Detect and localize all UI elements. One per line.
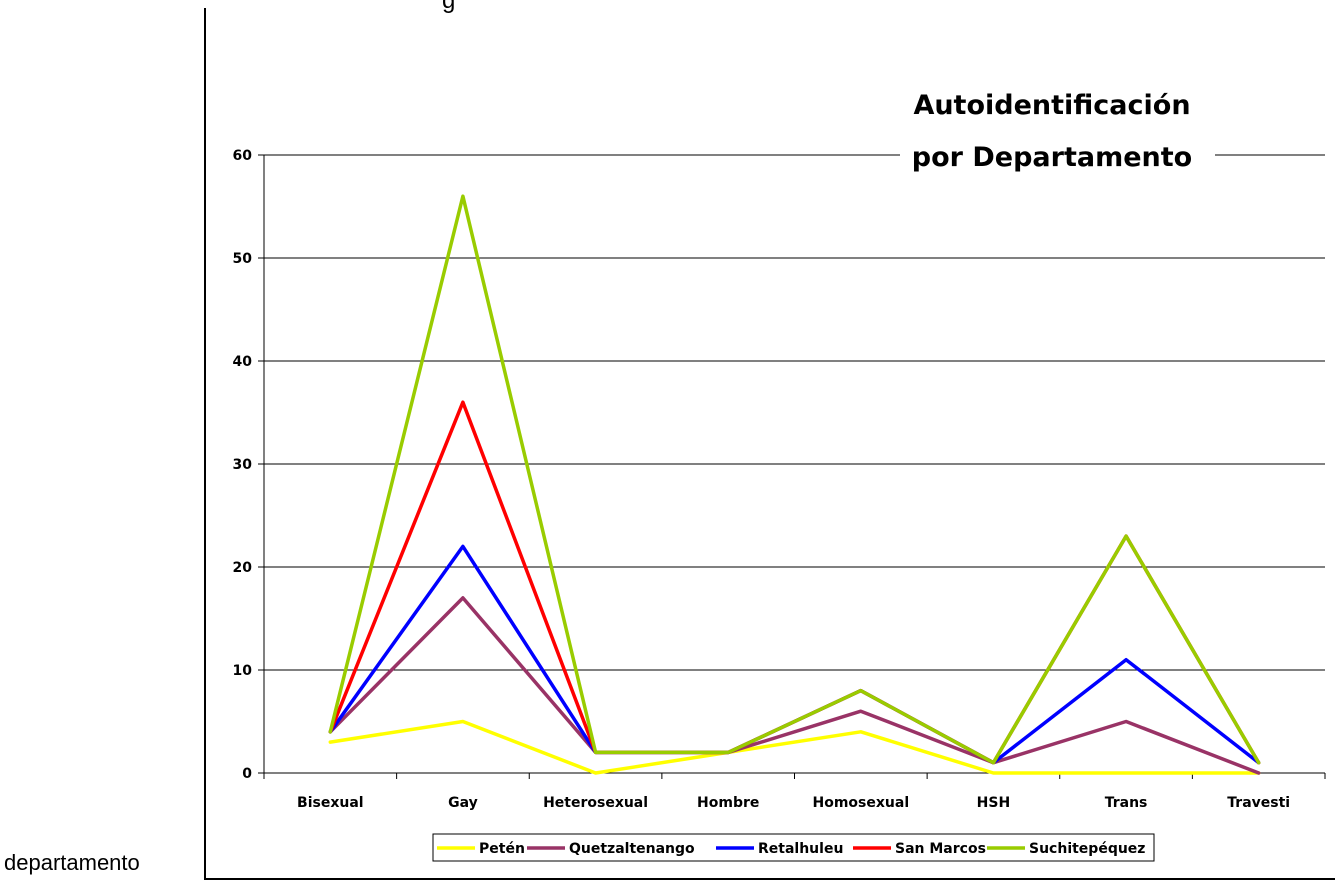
chart-title-line-1: Autoidentificación	[913, 90, 1190, 121]
legend: Petén Quetzaltenango Retalhuleu San Marcos S…	[432, 833, 1155, 862]
y-tick-label: 0	[242, 766, 252, 782]
y-tick-label: 20	[233, 560, 253, 576]
legend-label-4: Suchitepéquez	[1029, 841, 1145, 857]
y-tick-label: 50	[233, 251, 253, 267]
legend-label-3: San Marcos	[895, 841, 986, 857]
series-line-0	[328, 719, 1261, 775]
chart-title-line-2: por Departamento	[912, 142, 1192, 173]
series-line-3	[328, 400, 1261, 765]
x-tick-label: HSH	[977, 795, 1011, 811]
x-tick-label: Travesti	[1227, 795, 1290, 811]
legend-label-2: Retalhuleu	[758, 841, 843, 857]
legend-label-0: Petén	[479, 841, 525, 857]
x-tick-label: Heterosexual	[543, 795, 648, 811]
top-fragment-text: g	[442, 0, 455, 14]
x-tick-label: Gay	[448, 795, 478, 811]
y-tick-label: 40	[233, 354, 253, 370]
series-lines	[328, 194, 1261, 775]
x-axis-ticks: Bisexual Gay Heterosexual Hombre Homosexual H…	[263, 773, 1326, 811]
y-tick-label: 30	[233, 457, 253, 473]
x-tick-label: Bisexual	[297, 795, 364, 811]
x-tick-label: Hombre	[697, 795, 759, 811]
title-backdrop	[900, 72, 1215, 182]
series-line-4	[328, 194, 1261, 765]
departamento-label: departamento	[4, 850, 140, 875]
x-tick-label: Homosexual	[813, 795, 910, 811]
x-tick-label: Trans	[1105, 795, 1148, 811]
y-axis-ticks: 0 10 20 30 40 50 60	[233, 148, 264, 782]
y-tick-label: 10	[233, 663, 253, 679]
gridlines	[264, 154, 1325, 671]
legend-label-1: Quetzaltenango	[569, 841, 695, 857]
y-tick-label: 60	[233, 148, 253, 164]
series-line-1	[328, 596, 1261, 775]
